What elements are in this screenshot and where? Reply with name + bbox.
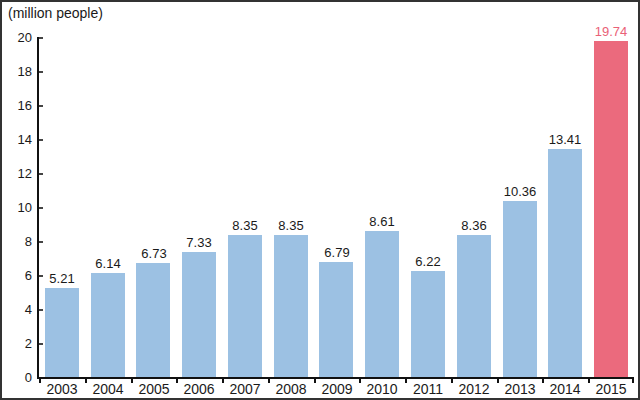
- bar-value-label-2012: 8.36: [447, 218, 501, 233]
- y-tick-label: 14: [2, 132, 32, 148]
- bar-value-label-2008: 8.35: [264, 218, 318, 233]
- y-tick-label: 20: [2, 30, 32, 46]
- bar-value-label-2009: 6.79: [310, 245, 364, 260]
- y-tick-label: 0: [2, 370, 32, 386]
- bar-2006: [182, 252, 216, 377]
- y-tick-mark: [39, 71, 43, 73]
- bar-2012: [457, 235, 491, 377]
- bar-2011: [411, 271, 445, 377]
- y-tick-label: 16: [2, 98, 32, 114]
- y-tick-label: 2: [2, 336, 32, 352]
- bar-2015: [594, 41, 628, 377]
- y-tick-mark: [39, 343, 43, 345]
- bar-value-label-2011: 6.22: [401, 254, 455, 269]
- y-tick-mark: [39, 139, 43, 141]
- bar-2005: [136, 263, 170, 377]
- bar-2009: [319, 262, 353, 377]
- y-tick-mark: [39, 207, 43, 209]
- bar-value-label-2013: 10.36: [493, 184, 547, 199]
- bar-value-label-2015: 19.74: [584, 24, 638, 39]
- y-tick-label: 18: [2, 64, 32, 80]
- x-category-label-2015: 2015: [584, 381, 638, 398]
- bar-2007: [228, 235, 262, 377]
- bar-2004: [91, 273, 125, 377]
- chart-frame: (million people) 0 2 4 6 8 10 12 14 16 18 20 5.21 6…: [0, 0, 640, 400]
- bar-value-label-2014: 13.41: [538, 132, 592, 147]
- bar-value-label-2003: 5.21: [35, 271, 89, 286]
- y-tick-mark: [39, 309, 43, 311]
- bar-2013: [503, 201, 537, 377]
- y-tick-mark: [39, 37, 43, 39]
- bar-2014: [548, 149, 582, 377]
- y-tick-label: 8: [2, 234, 32, 250]
- y-tick-mark: [39, 173, 43, 175]
- bar-value-label-2010: 8.61: [355, 214, 409, 229]
- y-tick-mark: [39, 241, 43, 243]
- y-tick-label: 12: [2, 166, 32, 182]
- bar-2010: [365, 231, 399, 377]
- y-tick-mark: [39, 105, 43, 107]
- y-tick-label: 10: [2, 200, 32, 216]
- bar-value-label-2006: 7.33: [172, 235, 226, 250]
- bar-2008: [274, 235, 308, 377]
- y-tick-label: 4: [2, 302, 32, 318]
- bar-2003: [45, 288, 79, 377]
- axis-unit-label: (million people): [8, 5, 103, 21]
- y-tick-label: 6: [2, 268, 32, 284]
